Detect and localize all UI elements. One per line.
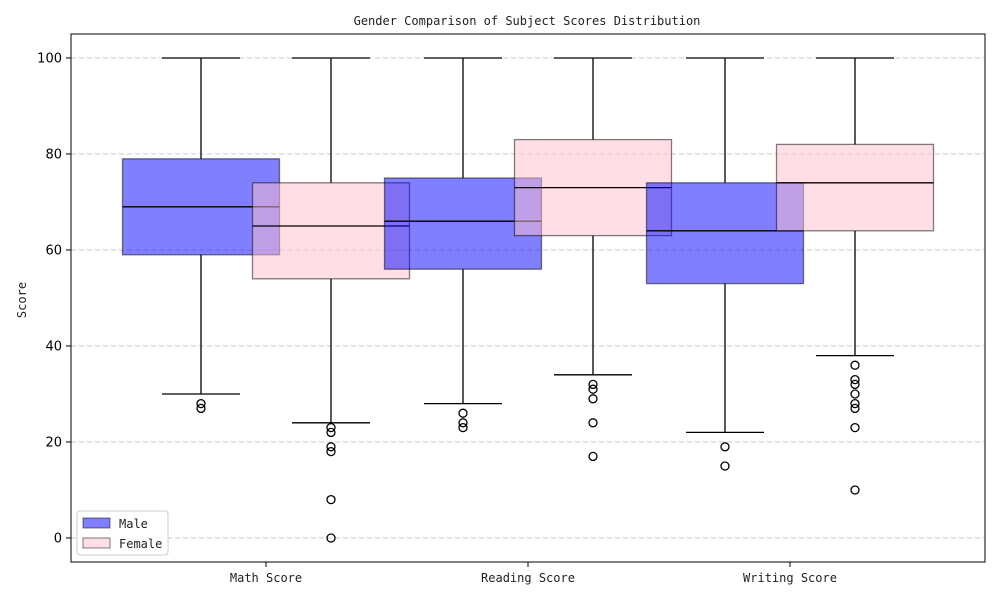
outlier-point xyxy=(588,394,598,404)
axes: 0 20 40 60 80 100 Math Score Reading Score Writi… xyxy=(37,33,986,585)
y-axis-label: Score xyxy=(15,282,29,318)
box-female-reading-score xyxy=(513,57,673,462)
outlier-point xyxy=(196,403,206,414)
box-male-writing-score xyxy=(645,57,805,471)
outlier-point xyxy=(850,422,860,433)
x-tick-label: Math Score xyxy=(230,571,302,585)
y-tick-label: 0 xyxy=(54,532,62,547)
plot-frame xyxy=(70,33,986,563)
outlier-point xyxy=(458,418,468,428)
box-iqr xyxy=(775,143,935,232)
x-tick-label: Reading Score xyxy=(481,571,575,585)
box-iqr xyxy=(251,182,411,280)
box-layer xyxy=(121,57,935,543)
outlier-point xyxy=(196,398,206,409)
outlier-point xyxy=(850,389,860,399)
y-tick-label: 20 xyxy=(45,436,62,451)
box-female-math-score xyxy=(251,57,411,543)
outlier-point xyxy=(326,442,336,452)
y-tick-label: 60 xyxy=(45,244,62,259)
x-tick-label: Writing Score xyxy=(743,571,837,585)
outlier-point xyxy=(326,427,336,438)
outlier-point xyxy=(458,422,468,433)
box-male-reading-score xyxy=(383,57,543,433)
outlier-point xyxy=(850,360,860,370)
y-tick-label: 100 xyxy=(37,52,62,67)
outlier-point xyxy=(588,379,598,390)
outlier-point xyxy=(720,442,730,452)
outlier-point xyxy=(720,461,730,471)
legend-swatch xyxy=(82,537,111,549)
outlier-point xyxy=(588,384,598,394)
y-tick-label: 40 xyxy=(45,340,62,355)
outlier-point xyxy=(458,408,468,418)
legend-label: Female xyxy=(119,537,162,551)
outlier-point xyxy=(850,379,860,390)
outlier-point xyxy=(326,422,336,433)
outlier-point xyxy=(326,494,336,505)
grid-lines xyxy=(71,57,985,539)
legend-swatch xyxy=(82,517,111,529)
outlier-point xyxy=(850,485,860,495)
y-tick-label: 80 xyxy=(45,148,62,163)
outlier-point xyxy=(588,418,598,428)
outlier-point xyxy=(850,398,860,409)
outlier-point xyxy=(850,403,860,414)
legend: Male Female xyxy=(76,510,169,556)
box-female-writing-score xyxy=(775,57,935,495)
outlier-point xyxy=(588,451,598,462)
chart-title: Gender Comparison of Subject Scores Dist… xyxy=(354,14,701,28)
legend-label: Male xyxy=(119,517,148,531)
outlier-point xyxy=(850,374,860,385)
outlier-point xyxy=(326,533,336,543)
outlier-point xyxy=(326,446,336,457)
